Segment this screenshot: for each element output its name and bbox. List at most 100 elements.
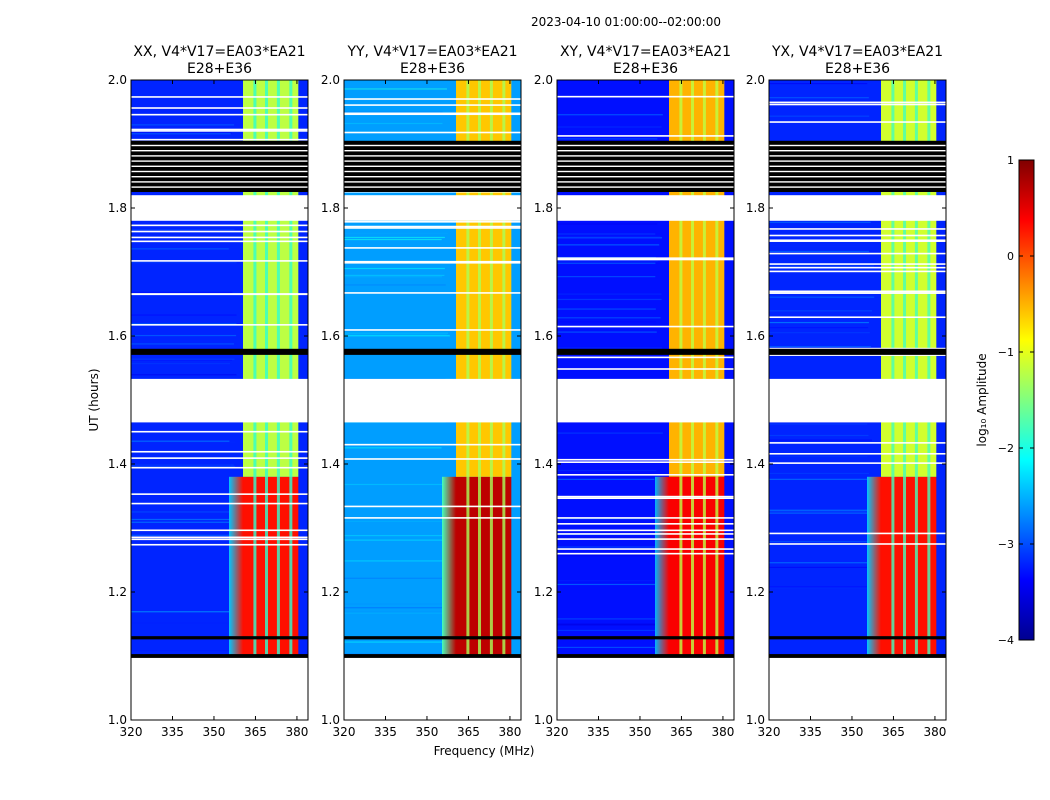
noise-streak [344, 88, 447, 90]
rfi-channel-gap [265, 80, 269, 656]
panel-title-line1: YX, V4*V17=EA03*EA21 [771, 44, 943, 60]
panel-heatmap [557, 80, 734, 720]
noise-streak [769, 423, 868, 425]
flag-stripe [131, 144, 308, 147]
noise-streak [557, 478, 655, 480]
noise-streak [131, 622, 234, 624]
noise-streak [557, 347, 663, 349]
noise-streak [131, 492, 233, 494]
y-tick-label: 1.2 [108, 585, 127, 599]
noise-streak [131, 291, 233, 293]
y-tick-label: 1.2 [746, 585, 765, 599]
noise-streak [557, 138, 658, 140]
noise-streak [131, 132, 232, 134]
flag-gap-line [131, 138, 308, 141]
flag-gap-line [344, 225, 521, 228]
flag-gap-line [344, 261, 521, 264]
noise-streak [769, 478, 875, 480]
noise-streak [131, 343, 234, 345]
x-tick-label: 335 [799, 725, 822, 739]
flag-gap-line [131, 240, 308, 243]
x-axis-label: Frequency (MHz) [434, 744, 535, 758]
noise-streak [131, 440, 230, 442]
flag-gap-line [557, 356, 734, 359]
flag-gap-line [131, 529, 308, 532]
flag-gap-line [344, 517, 521, 519]
panel-frame [556, 79, 735, 721]
flag-stripe [557, 155, 734, 157]
noise-streak [557, 555, 660, 557]
flag-gap-line [769, 228, 946, 230]
noise-streak [769, 250, 869, 253]
noise-streak [344, 236, 445, 239]
flag-stripe [769, 170, 946, 173]
panel-title-line1: YY, V4*V17=EA03*EA21 [346, 44, 517, 60]
noise-streak [557, 126, 662, 128]
panel-title-line2: E28+E36 [400, 61, 465, 77]
flag-gap-line [131, 457, 308, 459]
flag-gap-line [131, 293, 308, 296]
noise-streak [769, 472, 869, 475]
noise-streak [769, 566, 871, 569]
noise-streak [344, 276, 443, 278]
flagged-band [769, 636, 946, 640]
panel-heatmap [344, 80, 521, 720]
flag-stripe [769, 160, 946, 162]
noise-streak [131, 611, 231, 613]
rfi-channel-gap [891, 80, 895, 656]
noise-streak [557, 618, 661, 620]
noise-streak [344, 111, 443, 113]
noise-streak [769, 455, 868, 458]
flag-gap-line [131, 536, 308, 539]
rfi-channel-gap [489, 80, 493, 656]
flag-stripe [344, 186, 521, 188]
flag-stripe [769, 181, 946, 183]
flag-gap-line [769, 252, 946, 255]
no-data-region [344, 195, 521, 221]
flag-gap-line [344, 260, 521, 263]
noise-streak [344, 239, 444, 241]
noise-streak [131, 124, 235, 126]
noise-streak [557, 623, 657, 625]
noise-streak [344, 577, 443, 579]
no-data-region [131, 400, 308, 423]
flag-stripe [131, 150, 308, 152]
y-tick-label: 1.0 [108, 713, 127, 727]
colorbar-label: log₁₀ Amplitude [975, 353, 989, 446]
flag-gap-line [131, 113, 308, 116]
rfi-channel-gap [466, 80, 470, 656]
noise-streak [131, 649, 230, 652]
flag-gap-line [131, 450, 308, 453]
noise-streak [557, 624, 656, 626]
no-data-region [131, 378, 308, 400]
noise-streak [131, 358, 235, 360]
flag-stripe [131, 165, 308, 167]
flag-gap-line [769, 442, 946, 444]
rfi-channel-gap [903, 80, 907, 656]
noise-streak [344, 334, 447, 336]
flag-stripe [344, 150, 521, 152]
flag-gap-line [344, 112, 521, 115]
noise-streak [131, 334, 237, 337]
noise-streak [557, 331, 657, 333]
x-tick-label: 335 [161, 725, 184, 739]
flag-gap-line [557, 257, 734, 259]
no-data-region [557, 195, 734, 221]
flag-stripe [131, 170, 308, 173]
flagged-band [344, 348, 521, 355]
noise-streak [344, 539, 444, 541]
y-tick-label: 1.4 [746, 457, 765, 471]
noise-streak [769, 327, 869, 329]
flag-gap-line [344, 443, 521, 446]
flag-gap-line [557, 517, 734, 519]
noise-streak [344, 560, 446, 562]
noise-streak [131, 362, 231, 365]
colorbar: 1 0 −1 −2 −3 −4 log₁₀ Amplitude [975, 154, 1035, 647]
noise-streak [769, 245, 874, 248]
flagged-band [769, 654, 946, 658]
rfi-band-strong [881, 476, 937, 656]
flag-stripe [769, 165, 946, 167]
colorbar-tick-label: −2 [998, 442, 1014, 455]
flag-stripe [131, 176, 308, 178]
